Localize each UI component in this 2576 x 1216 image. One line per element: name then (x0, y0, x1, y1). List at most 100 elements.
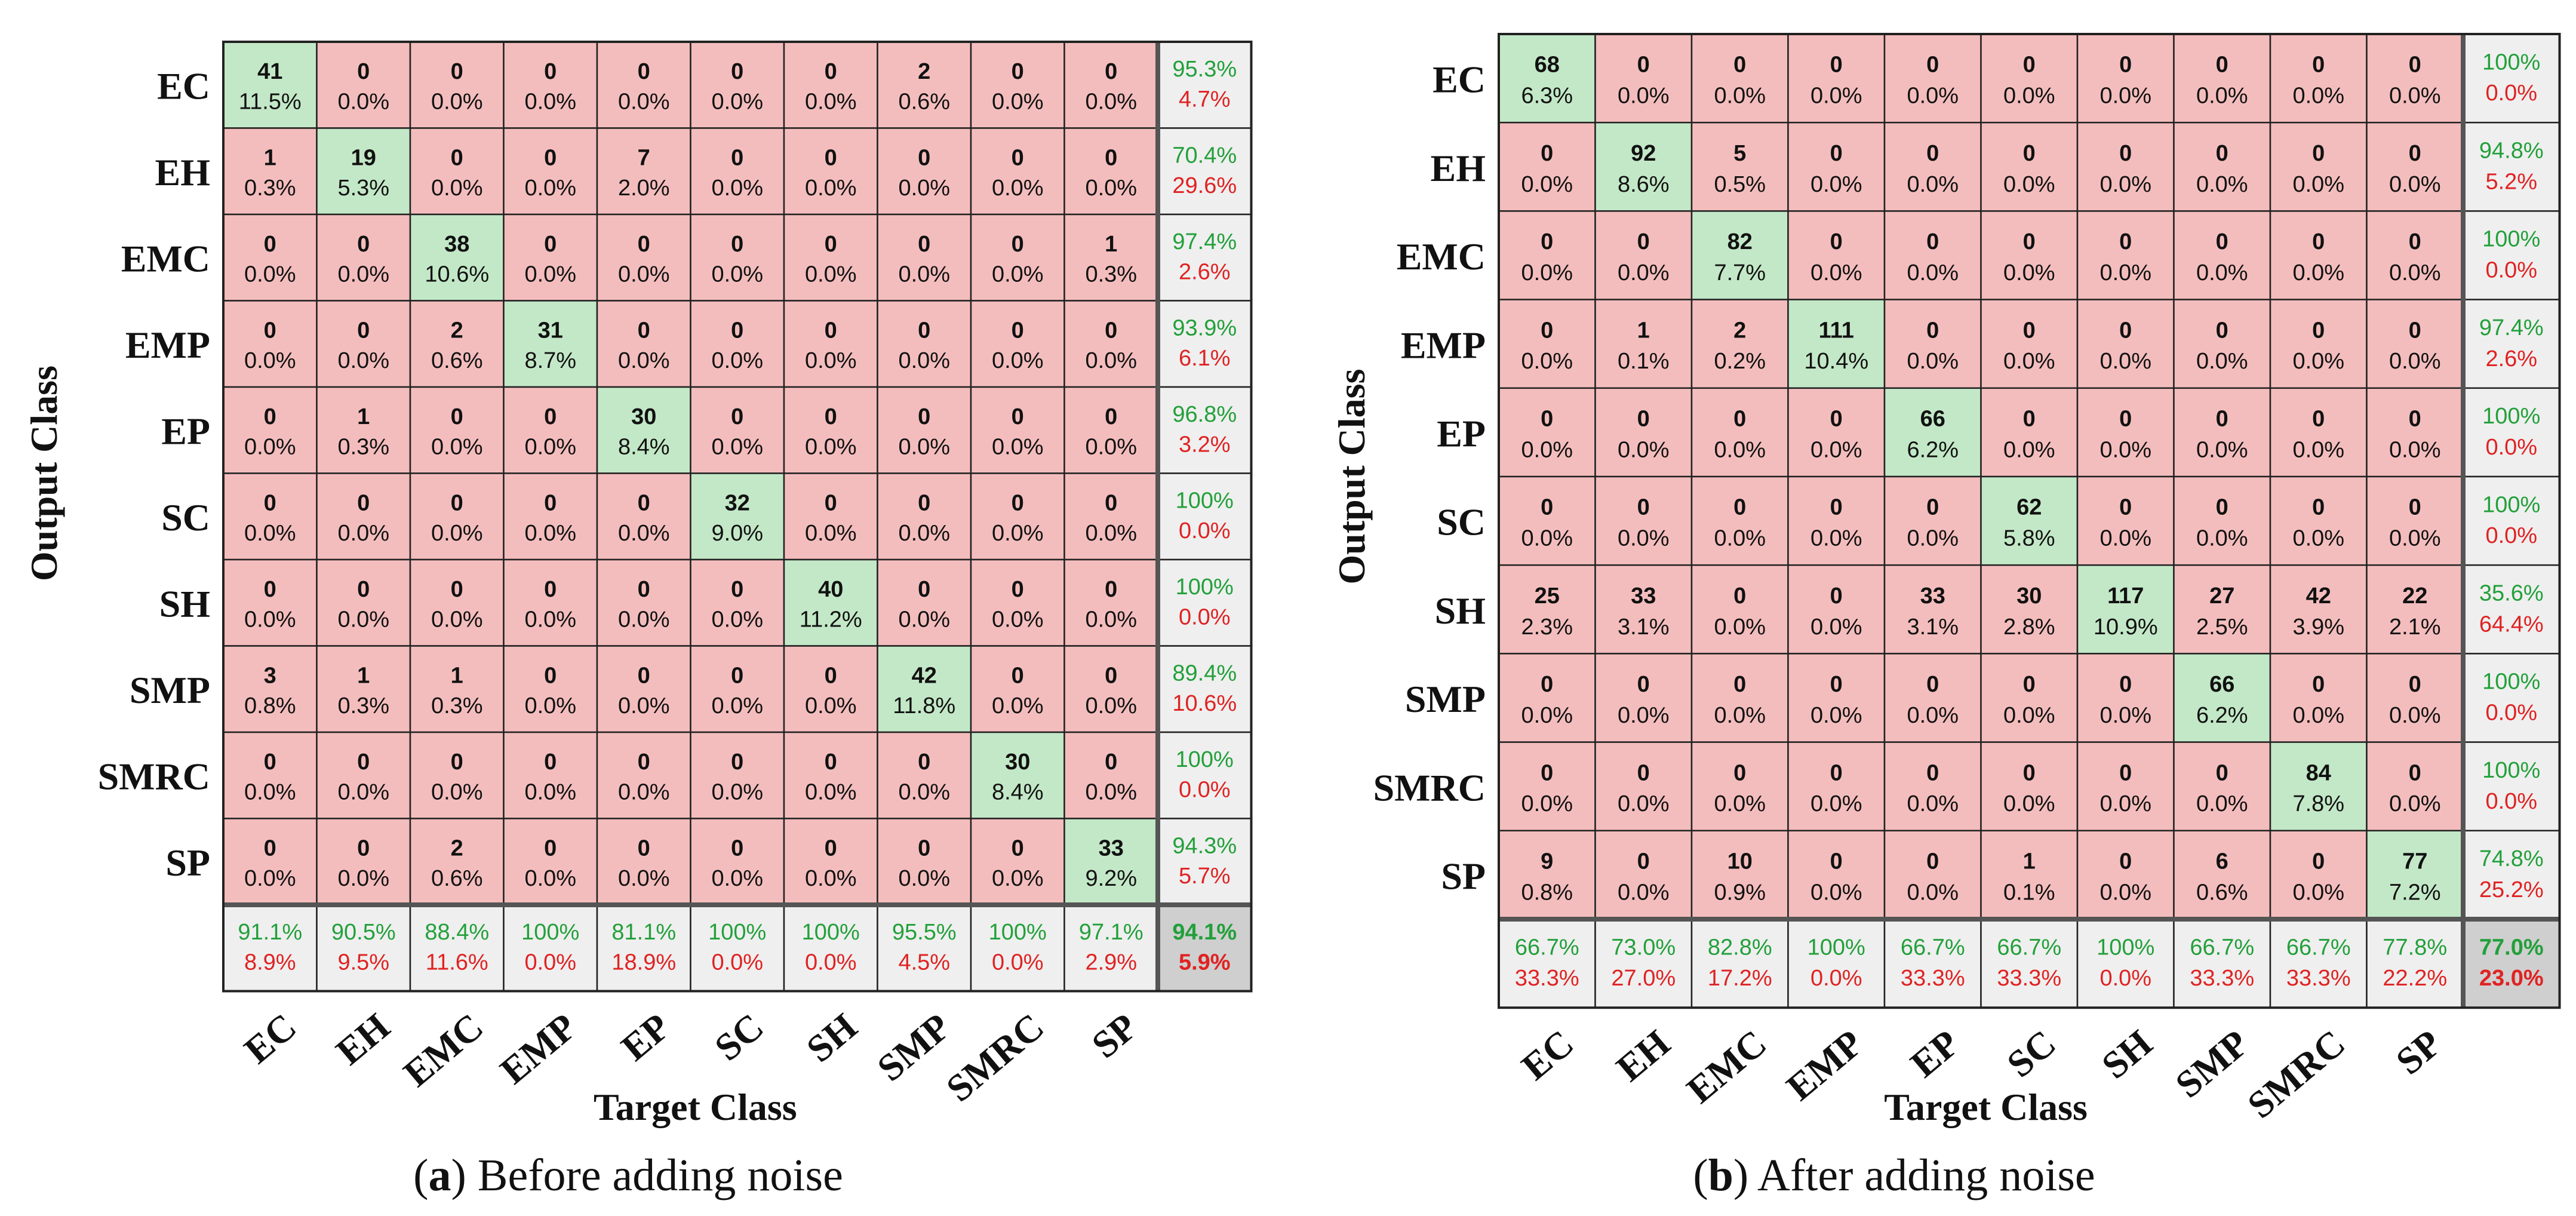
cell-count: 3 (264, 664, 276, 689)
caption-letter: a (428, 1150, 451, 1200)
matrix-cell (409, 731, 505, 819)
matrix-cell (1063, 645, 1159, 733)
row-error: 5.2% (2485, 169, 2537, 194)
row-summary-cell (1157, 472, 1252, 561)
column-error: 33.3% (2190, 966, 2254, 991)
row-error: 5.7% (1179, 864, 1231, 889)
row-error: 6.1% (1179, 346, 1231, 371)
column-summary-cell (2269, 918, 2368, 1009)
cell-percent: 0.2% (1714, 349, 1766, 374)
row-precision: 93.9% (1172, 315, 1237, 340)
column-recall: 88.4% (425, 920, 489, 945)
cell-count: 0 (731, 59, 743, 84)
matrix-cell (409, 300, 505, 388)
matrix-cell (1787, 121, 1886, 212)
column-summary-cell (783, 904, 878, 992)
cell-count: 2 (918, 59, 930, 84)
column-tick-label: SMRC (2239, 1021, 2353, 1126)
cell-percent: 0.0% (2292, 703, 2344, 728)
matrix-cell (596, 472, 691, 561)
row-error: 10.6% (1172, 691, 1237, 716)
cell-percent: 0.0% (1907, 260, 1959, 285)
row-error: 2.6% (1179, 259, 1231, 284)
row-tick-label: EMP (125, 324, 210, 366)
cell-percent: 0.0% (244, 348, 296, 373)
column-summary-cell (1787, 918, 1886, 1009)
cell-percent: 0.0% (1085, 435, 1137, 460)
row-tick-label: EC (157, 65, 210, 108)
matrix-cell (1883, 299, 1982, 389)
cell-count: 0 (2409, 495, 2421, 520)
cell-percent: 0.0% (524, 435, 576, 460)
cell-count: 27 (2209, 584, 2234, 609)
matrix-cell (596, 127, 691, 216)
cell-count: 0 (2023, 672, 2036, 697)
column-recall: 73.0% (1611, 935, 1676, 960)
cell-percent: 11.8% (893, 693, 955, 718)
cell-percent: 6.3% (1521, 84, 1573, 109)
row-precision: 100% (1176, 747, 1234, 772)
row-summary-cell (1157, 213, 1252, 302)
row-tick-label: SMRC (98, 756, 210, 798)
matrix-cell (690, 386, 785, 474)
cell-percent: 0.0% (1085, 521, 1137, 546)
column-error: 0.0% (992, 950, 1044, 975)
cell-percent: 0.0% (1907, 349, 1959, 374)
column-summary-cell (1690, 918, 1789, 1009)
cell-count: 0 (2312, 229, 2325, 254)
cell-percent: 0.0% (711, 348, 763, 373)
matrix-cell (1063, 300, 1159, 388)
matrix-cell (1498, 121, 1596, 212)
matrix-cell (1787, 741, 1886, 832)
matrix-cell (1690, 564, 1789, 655)
row-precision: 100% (1176, 488, 1234, 513)
matrix-cell (222, 472, 318, 561)
cell-count: 0 (544, 232, 557, 257)
cell-count: 0 (1733, 407, 1746, 432)
row-tick-label: EP (1437, 412, 1486, 455)
cell-percent: 0.0% (992, 866, 1044, 891)
cell-percent: 0.0% (1618, 260, 1670, 285)
cell-count: 0 (1105, 664, 1117, 689)
caption-letter: b (1708, 1150, 1733, 1200)
cell-count: 0 (1541, 229, 1553, 254)
matrix-cell (1594, 387, 1693, 478)
cell-count: 1 (2023, 849, 2036, 874)
cell-percent: 0.0% (337, 607, 389, 632)
overall-error: 23.0% (2479, 966, 2544, 991)
cell-count: 0 (1830, 53, 1843, 78)
cell-count: 0 (825, 836, 837, 861)
cell-percent: 0.0% (992, 435, 1044, 460)
cell-count: 0 (1926, 495, 1939, 520)
matrix-cell (1787, 830, 1886, 920)
matrix-cell (2173, 121, 2271, 212)
cell-percent: 0.0% (2292, 437, 2344, 462)
cell-count: 0 (2119, 760, 2132, 785)
row-error: 0.0% (2485, 523, 2537, 548)
matrix-cell (2366, 121, 2464, 212)
cell-count: 0 (638, 491, 650, 516)
overall-accuracy: 77.0% (2479, 935, 2544, 960)
cell-count: 0 (264, 836, 276, 861)
cell-count: 0 (2119, 318, 2132, 343)
cell-percent: 8.4% (992, 780, 1044, 805)
cell-count: 0 (1012, 491, 1024, 516)
matrix-cell (222, 213, 318, 302)
row-precision: 100% (2482, 758, 2540, 783)
overall-error: 5.9% (1179, 950, 1231, 975)
cell-percent: 0.0% (2196, 260, 2248, 285)
cell-percent: 0.0% (2389, 172, 2441, 197)
matrix-cell (2076, 210, 2175, 300)
cell-count: 82 (1727, 229, 1753, 254)
cell-percent: 0.0% (711, 435, 763, 460)
matrix-cell (690, 127, 785, 216)
matrix-cell (2076, 33, 2175, 124)
cell-percent: 0.0% (1521, 526, 1573, 551)
cell-count: 0 (2409, 318, 2421, 343)
cell-percent: 0.0% (244, 435, 296, 460)
cell-count: 30 (631, 404, 656, 429)
column-tick-label: SMRC (938, 1005, 1052, 1110)
cell-count: 0 (1830, 495, 1843, 520)
cell-percent: 0.0% (805, 866, 857, 891)
cell-count: 6 (2216, 849, 2228, 874)
